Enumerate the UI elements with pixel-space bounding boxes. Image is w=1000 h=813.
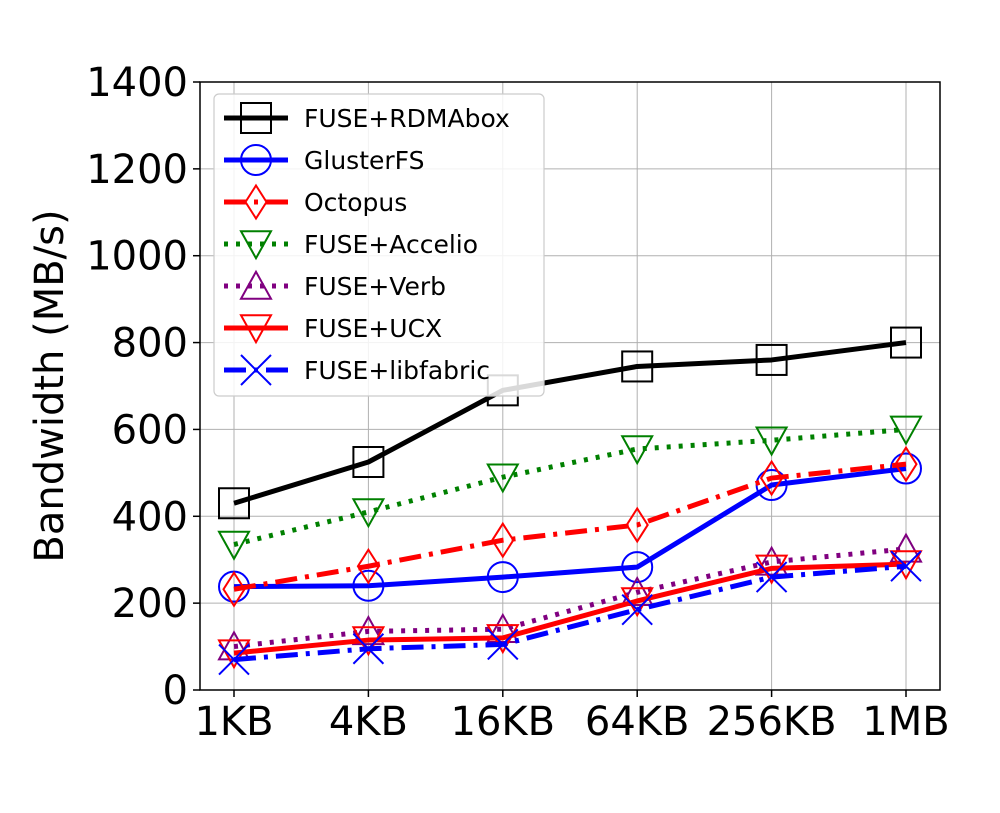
data-point-3-1 (351, 498, 386, 529)
data-point-0-0 (218, 487, 250, 520)
y-tick-label-0: 0 (163, 668, 188, 714)
series-line-1 (233, 466, 907, 590)
data-point-0-1 (352, 446, 385, 478)
data-point-2-5 (894, 445, 918, 483)
ticks: 0 200 400 600 800 1000 1200 1400 1KB 4KB 16KB 64KB 2… (86, 60, 950, 745)
legend-marker-6 (240, 354, 272, 386)
y-tick-label-800: 800 (112, 321, 188, 367)
data-point-0-5 (890, 326, 922, 359)
legend-entry-1: GlusterFS (224, 144, 424, 176)
data-point-6-0 (218, 643, 250, 676)
data-point-2-3 (625, 506, 649, 544)
data-point-0-4 (755, 343, 788, 376)
data-point-5-0 (217, 639, 251, 670)
legend-label-2: Octopus (304, 188, 407, 217)
y-tick-label-1400: 1400 (86, 60, 188, 106)
x-tick-label-1MB: 1MB (862, 699, 949, 745)
legend-entry-5: FUSE+UCX (224, 314, 442, 345)
legend-entry-0: FUSE+RDMAbox (224, 102, 510, 134)
series-line-2 (233, 461, 907, 592)
legend-label-3: FUSE+Accelio (304, 230, 478, 259)
data-point-3-3 (620, 435, 654, 466)
y-tick-label-1200: 1200 (86, 147, 188, 193)
data-point-3-4 (754, 426, 789, 457)
legend-label-4: FUSE+Verb (304, 272, 446, 301)
data-point-1-3 (621, 551, 654, 584)
data-point-4-5 (889, 532, 923, 563)
y-tick-label-1000: 1000 (86, 234, 188, 280)
legend-label-1: GlusterFS (304, 146, 424, 175)
data-point-6-5 (890, 550, 922, 582)
series-6 (218, 550, 922, 676)
legend-box (213, 93, 545, 397)
data-point-1-2 (486, 561, 519, 594)
data-point-2-1 (356, 547, 381, 585)
series-line-5 (233, 561, 907, 656)
series-line-4 (233, 546, 907, 650)
legend-label-0: FUSE+RDMAbox (304, 104, 510, 133)
legend-entry-3: FUSE+Accelio (224, 230, 478, 261)
legend-marker-3 (239, 230, 273, 261)
series-3 (217, 415, 923, 561)
data-point-3-2 (486, 463, 520, 494)
data-point-2-2 (491, 521, 515, 559)
data-point-0-3 (621, 350, 654, 383)
data-point-3-0 (217, 530, 251, 561)
legend-label-6: FUSE+libfabric (304, 356, 490, 385)
x-tick-label-16KB: 16KB (451, 699, 556, 745)
series-line-6 (233, 563, 907, 663)
data-point-6-3 (621, 593, 653, 626)
legend-marker-0 (240, 102, 272, 134)
series-line-0 (233, 340, 907, 506)
y-tick-label-200: 200 (112, 581, 188, 627)
legend-marker-4 (239, 269, 273, 300)
legend-entry-6: FUSE+libfabric (224, 354, 490, 386)
plot-frame (199, 81, 941, 691)
legend-marker-2 (244, 183, 268, 221)
legend-marker-5 (239, 314, 273, 345)
data-point-4-3 (620, 575, 654, 607)
x-tick-label-256KB: 256KB (707, 699, 837, 745)
legend-entry-4: FUSE+Verb (224, 269, 446, 301)
series-2 (222, 445, 918, 608)
series-layer (217, 326, 923, 676)
data-point-6-1 (352, 633, 385, 665)
data-point-2-0 (222, 570, 246, 608)
y-axis-label: Bandwidth (MB/s) (27, 209, 73, 562)
legend-label-5: FUSE+UCX (304, 314, 442, 343)
y-tick-label-600: 600 (112, 407, 188, 453)
data-point-3-5 (889, 415, 923, 446)
data-point-4-1 (351, 615, 386, 646)
y-tick-label-400: 400 (112, 494, 188, 540)
data-point-6-4 (755, 561, 788, 593)
x-tick-label-4KB: 4KB (329, 699, 408, 745)
data-point-1-5 (890, 452, 922, 485)
legend: FUSE+RDMAbox GlusterFS Octopus FUSE+Accelio… (213, 93, 545, 397)
data-point-1-1 (352, 569, 385, 602)
series-line-3 (233, 426, 907, 547)
legend-marker-1 (240, 144, 272, 176)
x-tick-label-64KB: 64KB (585, 699, 690, 745)
x-tick-label-1KB: 1KB (194, 699, 273, 745)
data-point-5-2 (486, 624, 520, 655)
data-point-2-4 (759, 459, 784, 497)
series-4 (217, 532, 923, 661)
data-point-6-2 (487, 628, 519, 661)
legend-entry-2: Octopus (224, 183, 407, 221)
